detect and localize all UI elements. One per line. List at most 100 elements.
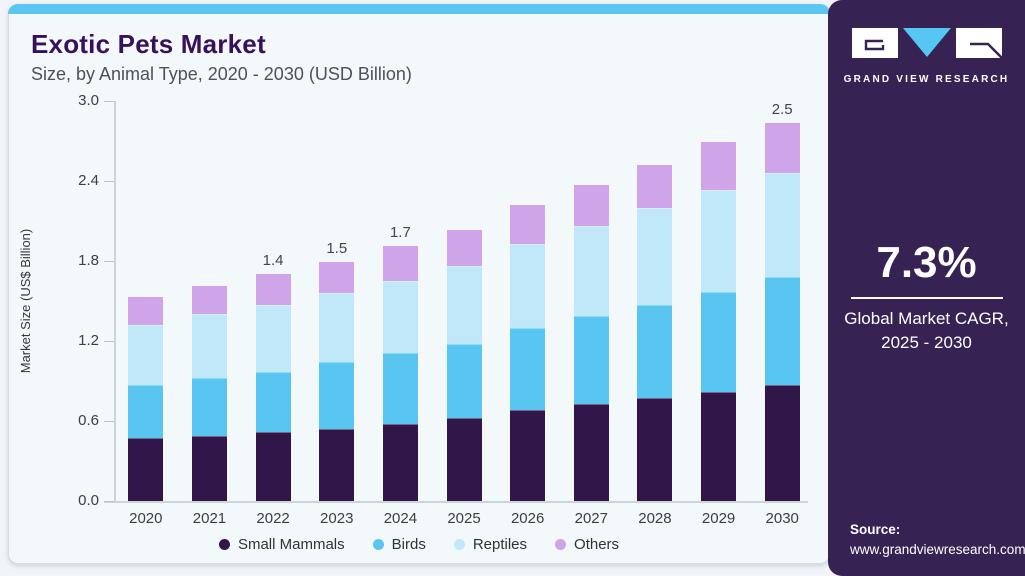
bar-segment-small-mammals-2025 [446,418,482,501]
x-tick-label-2025: 2025 [447,510,481,527]
gvr-logo-icon [851,28,1003,59]
y-axis-line [114,101,116,501]
bar-segment-birds-2022 [255,371,291,432]
legend-dot-small-mammals [218,539,230,550]
bar-value-label-2024: 1.7 [389,224,411,242]
bar-segment-reptiles-2024 [382,281,418,354]
bar-segment-small-mammals-2022 [255,431,291,501]
bar-segment-others-2020 [128,297,164,326]
bar-segment-others-2030 [764,122,800,173]
bar-segment-reptiles-2020 [128,325,164,386]
x-tick-label-2021: 2021 [192,510,227,527]
bar-segment-small-mammals-2029 [701,391,737,501]
bar-segment-reptiles-2030 [764,172,800,278]
bar-segment-small-mammals-2021 [191,435,227,501]
y-tick-mark-0.0 [104,500,114,502]
bar-segment-small-mammals-2024 [382,423,418,501]
legend-label-small-mammals: Small Mammals [237,536,345,553]
y-axis-title: Market Size (US$ Billion) [18,228,33,374]
legend-label-reptiles: Reptiles [472,536,528,553]
page-subtitle: Size, by Animal Type, 2020 - 2030 (USD B… [31,64,412,84]
y-tick-label-1.2: 1.2 [78,332,99,349]
bar-column-2021: 2021 [178,101,242,527]
y-tick-label-1.8: 1.8 [78,252,99,269]
x-tick-label-2027: 2027 [574,510,608,527]
bar-column-2029: 2029 [687,101,751,527]
y-tick-mark-1.2 [104,340,114,342]
bar-segment-birds-2027 [573,315,609,404]
bar-column-2030: 2.5 2030 [750,101,814,527]
legend-dot-birds [372,539,384,550]
bar-segment-birds-2028 [637,305,673,399]
bar-value-label-2022: 1.4 [262,252,284,270]
bar-segment-birds-2025 [446,343,482,419]
x-tick-label-2022: 2022 [256,510,290,527]
y-tick-label-0.6: 0.6 [78,412,99,429]
bar-segment-small-mammals-2028 [637,398,673,501]
bar-segment-small-mammals-2030 [764,384,800,501]
legend-dot-reptiles [453,539,465,550]
bar-column-2028: 2028 [623,101,687,527]
legend-item-small-mammals[interactable]: Small Mammals [218,536,345,553]
legend-item-reptiles[interactable]: Reptiles [453,536,528,553]
x-tick-label-2024: 2024 [383,510,418,527]
x-tick-label-2030: 2030 [765,510,799,527]
sidebar: GRAND VIEW RESEARCH 7.3% Global Market C… [828,0,1025,576]
bar-segment-others-2021 [191,286,227,315]
logo-g-mark [851,28,898,58]
bar-segment-small-mammals-2027 [573,403,609,501]
legend-item-birds[interactable]: Birds [372,536,426,553]
x-tick-label-2023: 2023 [320,510,354,527]
title-block: Exotic Pets Market Size, by Animal Type,… [31,29,412,85]
bar-segment-others-2024 [382,246,418,282]
bar-segment-reptiles-2027 [573,226,609,316]
x-tick-label-2026: 2026 [510,510,545,527]
bar-value-label-2023: 1.5 [326,240,348,258]
cagr-caption-line2: 2025 - 2030 [881,332,972,352]
x-axis-line [104,501,808,503]
cagr-caption-line1: Global Market CAGR, [844,309,1009,328]
y-tick-label-2.4: 2.4 [78,172,99,189]
cagr-value: 7.3% [876,238,977,287]
bar-column-2024: 1.7 2024 [369,101,433,527]
cagr-divider [850,297,1003,299]
source-url[interactable]: www.grandviewresearch.com [850,541,1025,557]
bar-segment-reptiles-2021 [191,314,227,379]
bar-segment-birds-2029 [701,291,737,392]
bar-segment-others-2023 [319,262,355,294]
bar-segment-small-mammals-2026 [510,410,546,501]
bar-segment-others-2026 [510,204,546,244]
x-tick-label-2028: 2028 [638,510,672,527]
plot-area: Market Size (US$ Billion) 2020 2021 1.4 202… [18,92,814,527]
y-tick-mark-3.0 [104,100,114,102]
bar-segment-others-2022 [255,274,291,306]
bar-segment-birds-2021 [191,378,227,436]
brand-block: GRAND VIEW RESEARCH [828,28,1025,85]
bar-column-2025: 2025 [432,101,496,527]
bar-column-2022: 1.4 2022 [241,101,305,527]
bar-segment-reptiles-2025 [446,266,482,344]
bar-segment-small-mammals-2023 [319,429,355,501]
source-label: Source: [850,521,901,537]
cagr-callout: 7.3% Global Market CAGR, 2025 - 2030 [828,238,1025,355]
y-tick-mark-0.6 [104,420,114,422]
bar-segment-others-2028 [637,165,673,208]
logo-v-mark [902,28,951,57]
bar-column-2027: 2027 [559,101,623,527]
chart-card: Exotic Pets Market Size, by Animal Type,… [8,4,830,564]
bar-segment-birds-2023 [319,362,355,429]
bar-column-2023: 1.5 2023 [305,101,369,527]
page-title: Exotic Pets Market [31,29,266,59]
y-tick-label-0.0: 0.0 [78,492,99,509]
legend-dot-others [555,539,567,550]
x-tick-label-2029: 2029 [701,510,736,527]
legend-label-birds: Birds [391,536,426,553]
legend: Small Mammals Birds Reptiles Others [9,536,829,553]
x-tick-label-2020: 2020 [129,510,163,527]
bar-segment-birds-2030 [764,277,800,385]
bar-segment-others-2027 [573,185,609,227]
y-tick-mark-2.4 [104,180,114,182]
bar-segment-birds-2020 [128,385,164,439]
bar-segment-reptiles-2028 [637,207,673,306]
legend-item-others[interactable]: Others [555,536,619,553]
